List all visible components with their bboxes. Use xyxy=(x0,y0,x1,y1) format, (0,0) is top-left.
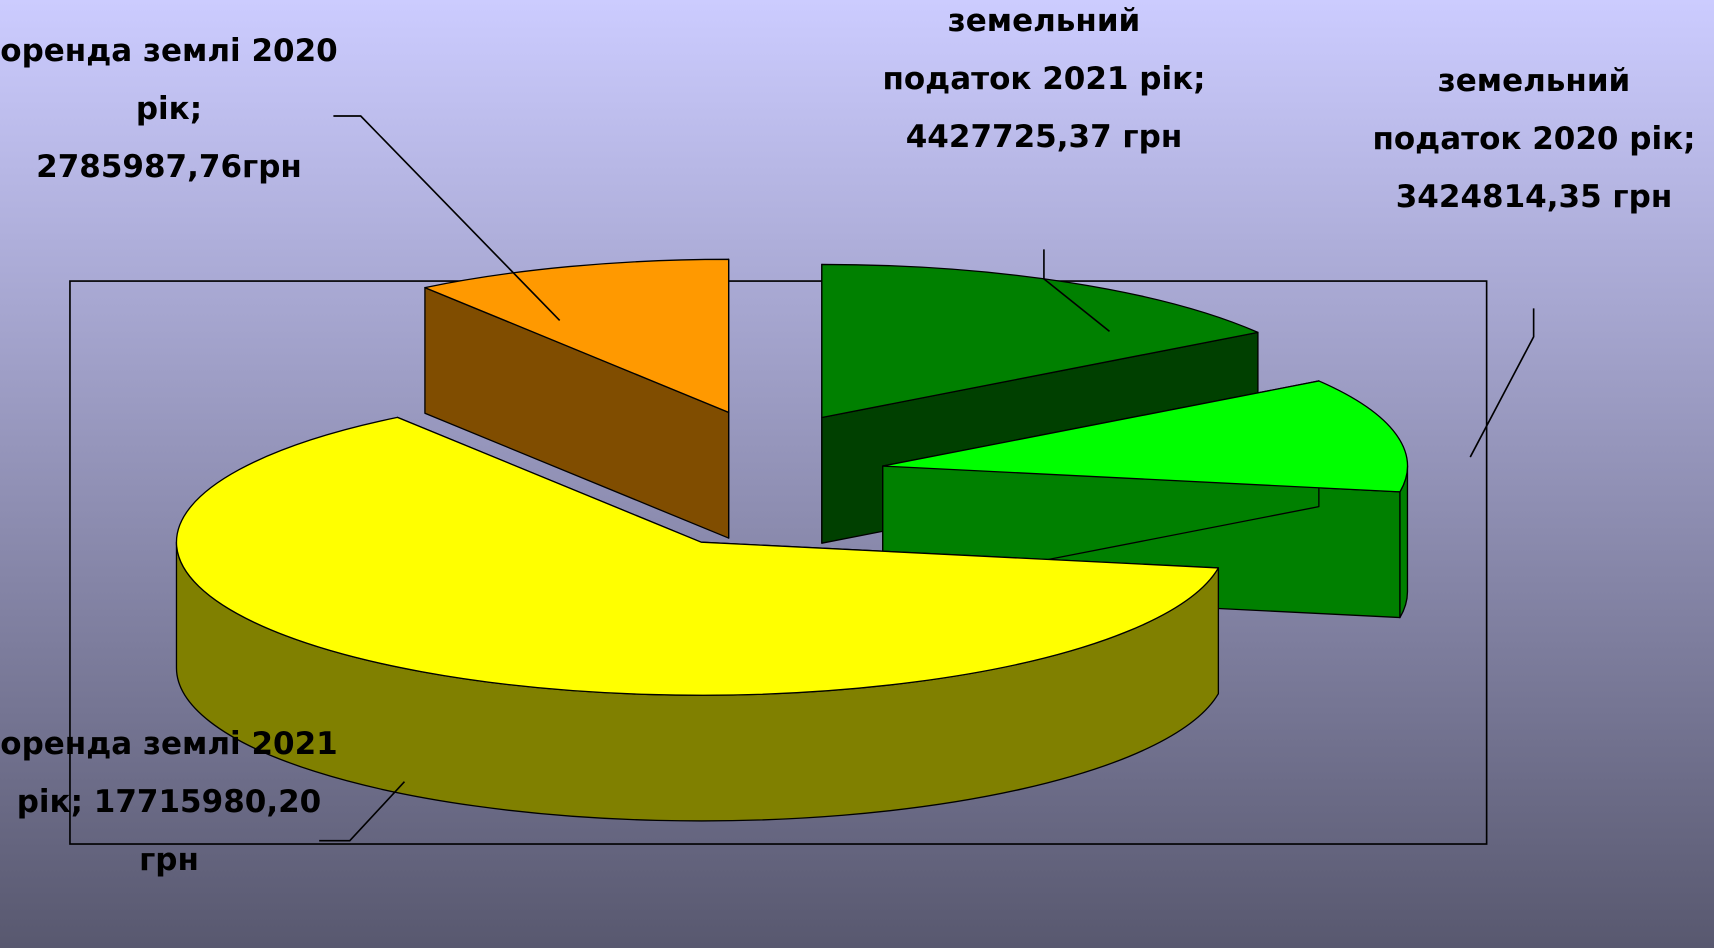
slice xyxy=(821,263,1259,419)
slice xyxy=(882,380,1409,493)
data-label: оренда землі 2020 рік; 2785987,76грн xyxy=(0,22,339,196)
data-label: оренда землі 2021 рік; 17715980,20 грн xyxy=(0,715,339,889)
label-category: земельний податок 2021 рік; xyxy=(882,3,1206,97)
label-value: 17715980,20 грн xyxy=(93,784,322,878)
data-label: земельний податок 2021 рік; 4427725,37 г… xyxy=(874,0,1214,166)
plot-frame xyxy=(69,280,1488,845)
data-label: земельний податок 2020 рік; 3424814,35 г… xyxy=(1364,52,1704,226)
label-category: земельний податок 2020 рік; xyxy=(1372,63,1696,157)
label-category: оренда землі 2021 рік; xyxy=(0,726,338,820)
label-value: 3424814,35 грн xyxy=(1395,179,1673,215)
slice xyxy=(424,258,730,414)
label-value: 4427725,37 грн xyxy=(905,119,1183,155)
leader-lines xyxy=(319,115,1535,842)
leader-line xyxy=(319,781,406,842)
leader-line xyxy=(1043,249,1111,332)
leader-line xyxy=(1469,308,1535,458)
label-value: 2785987,76грн xyxy=(36,149,302,185)
leader-line xyxy=(333,115,561,321)
slice xyxy=(175,416,1220,696)
label-category: оренда землі 2020 рік; xyxy=(0,33,338,127)
pie xyxy=(175,258,1409,822)
